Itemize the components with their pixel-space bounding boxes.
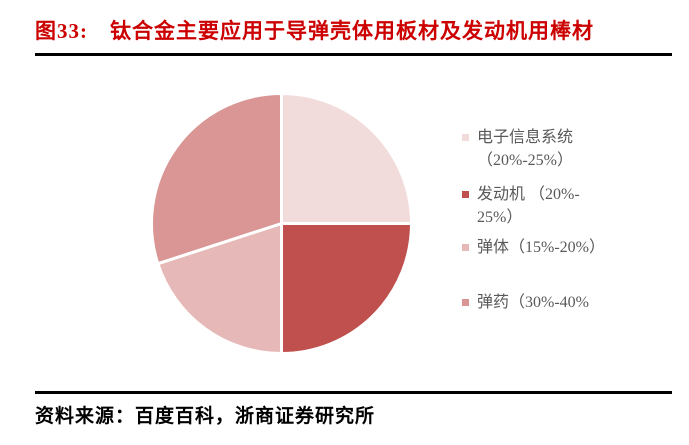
legend-label-line: 25%） — [477, 209, 523, 226]
pie-chart — [149, 91, 414, 356]
source-note: 资料来源：百度百科，浙商证券研究所 — [35, 406, 376, 427]
legend-swatch-engine — [462, 191, 469, 198]
figure-header: 图33: 钛合金主要应用于导弹壳体用板材及发动机用棒材 — [35, 15, 675, 45]
pie-slice-electronic-info-system — [280, 92, 413, 225]
legend-item-electronic-info-system: 电子信息系统 （20%-25%） — [462, 126, 682, 172]
legend-swatch-electronic-info-system — [462, 134, 469, 141]
chart-legend: 电子信息系统 （20%-25%） 发动机 （20%- 25%） 弹体（15%-2… — [462, 126, 682, 314]
figure-number-label: 图33: — [35, 19, 88, 43]
legend-label-line: 电子信息系统 — [477, 129, 574, 146]
figure-title: 钛合金主要应用于导弹壳体用板材及发动机用棒材 — [110, 19, 594, 43]
legend-label-line: 弹体（15%-20%） — [477, 239, 605, 256]
legend-swatch-missile-body — [462, 244, 469, 251]
legend-label-line: （20%-25%） — [477, 152, 573, 169]
pie-chart-svg — [150, 92, 413, 355]
pie-slice-ammunition — [150, 92, 283, 266]
legend-swatch-ammunition — [462, 299, 469, 306]
header-rule — [35, 53, 672, 56]
legend-item-engine: 发动机 （20%- 25%） — [462, 183, 682, 229]
legend-item-ammunition: 弹药（30%-40% — [462, 291, 682, 314]
legend-label-line: 发动机 （20%- — [477, 186, 580, 203]
pie-slice-engine — [280, 222, 413, 355]
legend-label-line: 弹药（30%-40% — [477, 294, 589, 311]
pie-slice-missile-body — [156, 222, 283, 355]
legend-item-missile-body: 弹体（15%-20%） — [462, 236, 682, 259]
footer-rule — [35, 391, 672, 394]
